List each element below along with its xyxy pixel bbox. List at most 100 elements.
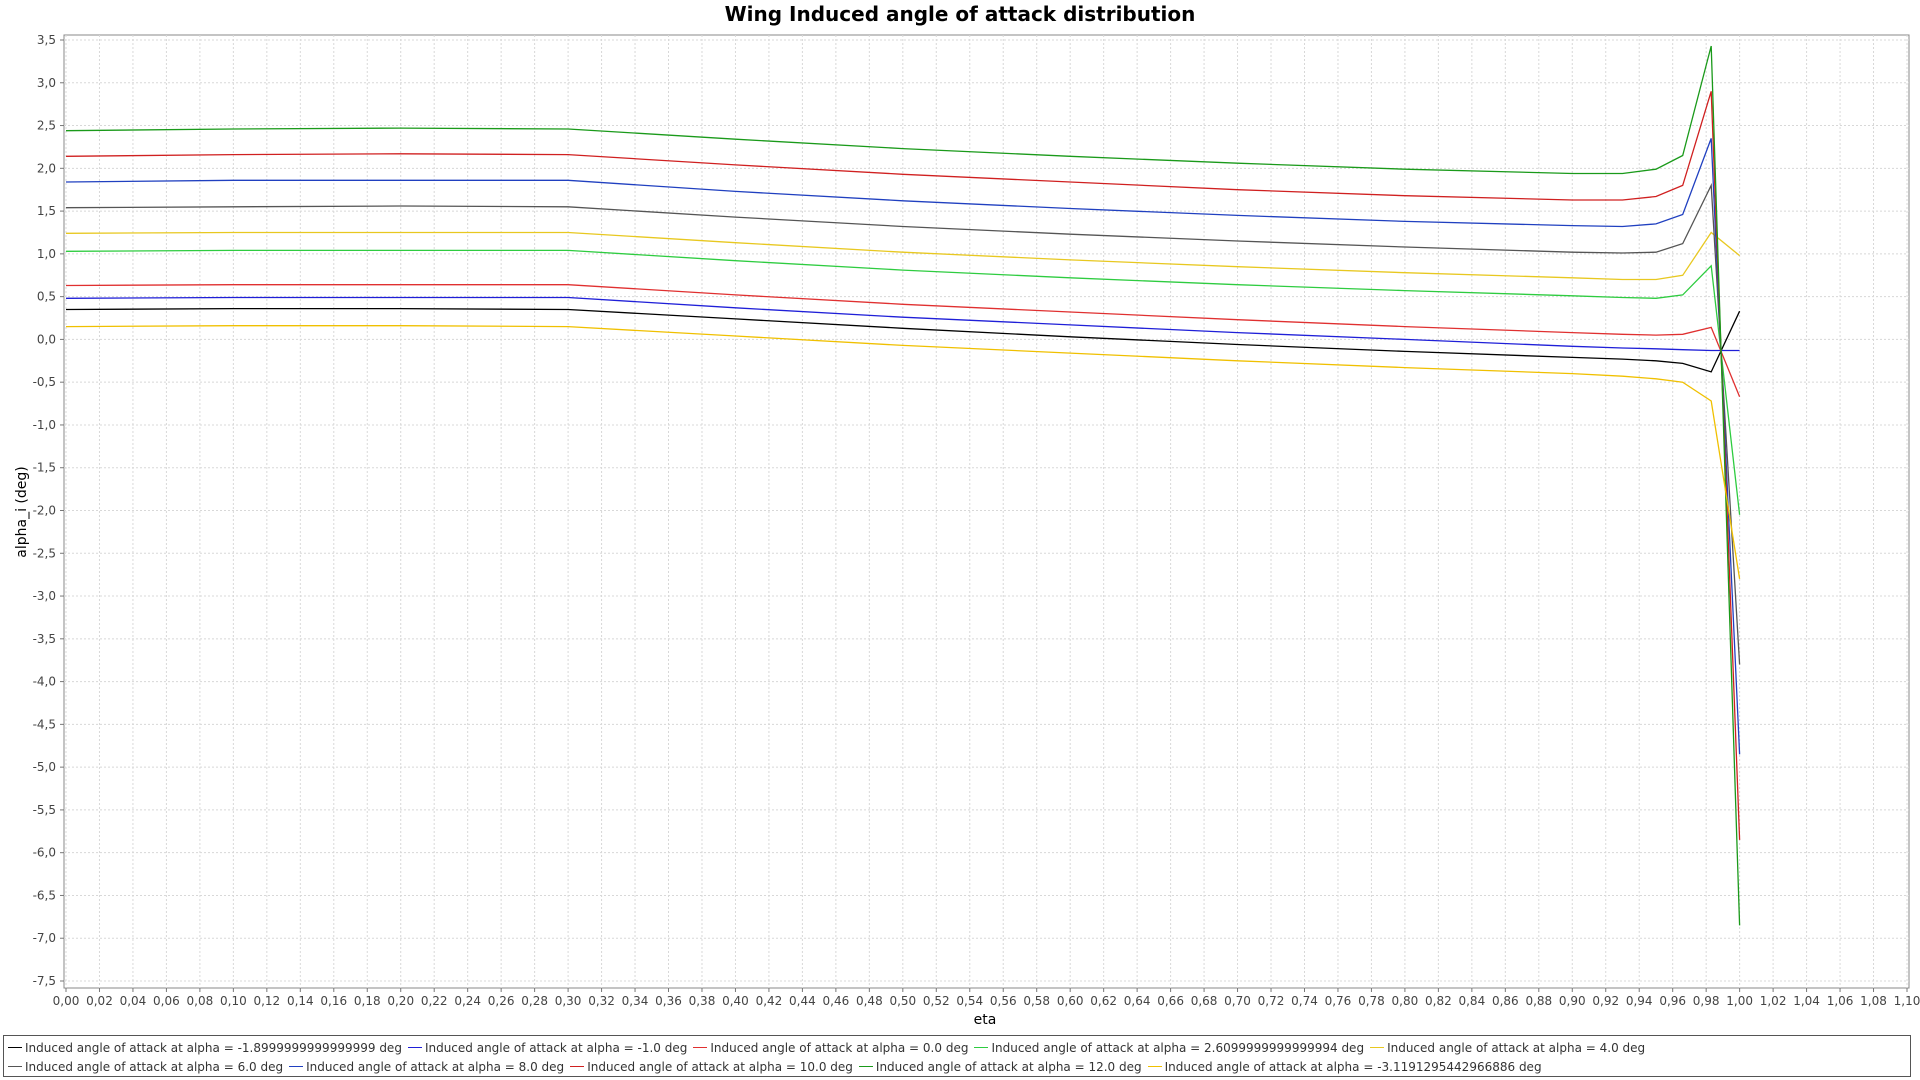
x-tick-label: 0,72 <box>1258 994 1285 1008</box>
legend-label: Induced angle of attack at alpha = -1.89… <box>25 1040 402 1055</box>
x-tick-label: 0,04 <box>120 994 147 1008</box>
x-tick-label: 0,76 <box>1325 994 1352 1008</box>
series-line-2 <box>65 284 1741 397</box>
legend-swatch <box>289 1066 304 1067</box>
x-tick-label: 1,04 <box>1793 994 1820 1008</box>
x-tick-label: 0,46 <box>823 994 850 1008</box>
y-tick-label: 3,0 <box>37 76 56 90</box>
x-tick-label: 0,18 <box>354 994 381 1008</box>
x-tick-label: 0,98 <box>1693 994 1720 1008</box>
legend-item-9: Induced angle of attack at alpha = -3.11… <box>1147 1057 1542 1076</box>
x-tick-label: 0,56 <box>990 994 1017 1008</box>
plot-area <box>63 34 1910 989</box>
legend-label: Induced angle of attack at alpha = -1.0 … <box>424 1040 688 1055</box>
legend-swatch <box>1370 1047 1385 1048</box>
x-tick-label: 0,32 <box>588 994 615 1008</box>
legend-swatch <box>407 1047 422 1048</box>
legend-label: Induced angle of attack at alpha = 4.0 d… <box>1387 1040 1646 1055</box>
legend-item-8: Induced angle of attack at alpha = 12.0 … <box>858 1057 1142 1076</box>
x-tick-label: 0,30 <box>555 994 582 1008</box>
x-tick-label: 0,84 <box>1458 994 1485 1008</box>
x-tick-label: 0,62 <box>1090 994 1117 1008</box>
y-tick-label: -5,5 <box>33 803 56 817</box>
y-tick-label: -5,0 <box>33 760 56 774</box>
x-axis-ticks: 0,00 0,02 0,04 0,06 0,08 0,10 0,12 0,14 0,16 0,18… <box>53 988 1920 1008</box>
y-tick-label: -4,0 <box>33 675 56 689</box>
legend-label: Induced angle of attack at alpha = 8.0 d… <box>306 1059 565 1074</box>
legend-swatch <box>8 1047 22 1048</box>
x-tick-label: 0,86 <box>1492 994 1519 1008</box>
series-line-7 <box>65 91 1741 840</box>
x-tick-label: 0,96 <box>1659 994 1686 1008</box>
legend-item-6: Induced angle of attack at alpha = 8.0 d… <box>289 1057 564 1076</box>
y-tick-label: -2,0 <box>33 504 56 518</box>
x-tick-label: 0,12 <box>253 994 280 1008</box>
legend-item-0: Induced angle of attack at alpha = -1.89… <box>8 1038 402 1057</box>
y-tick-label: -3,5 <box>33 632 56 646</box>
x-tick-label: 0,88 <box>1525 994 1552 1008</box>
y-tick-label: -1,0 <box>33 418 56 432</box>
legend-label: Induced angle of attack at alpha = 2.609… <box>991 1040 1365 1055</box>
y-axis-label: alpha_i (deg) <box>14 466 30 557</box>
x-tick-label: 0,26 <box>488 994 515 1008</box>
x-tick-label: 0,70 <box>1224 994 1251 1008</box>
x-tick-label: 0,60 <box>1057 994 1084 1008</box>
y-tick-label: -6,0 <box>33 846 56 860</box>
series-line-0 <box>65 307 1741 373</box>
chart-legend: Induced angle of attack at alpha = -1.89… <box>3 1035 1911 1077</box>
x-tick-label: 0,16 <box>320 994 347 1008</box>
legend-label: Induced angle of attack at alpha = 12.0 … <box>875 1059 1142 1074</box>
x-tick-label: 1,00 <box>1726 994 1753 1008</box>
series-line-8 <box>65 45 1741 926</box>
x-tick-label: 0,52 <box>923 994 950 1008</box>
x-tick-label: 0,14 <box>287 994 314 1008</box>
x-tick-label: 0,68 <box>1191 994 1218 1008</box>
series-line-6 <box>65 138 1741 755</box>
x-tick-label: 0,10 <box>220 994 247 1008</box>
legend-swatch <box>693 1047 708 1048</box>
y-tick-label: -6,5 <box>33 888 56 902</box>
legend-item-3: Induced angle of attack at alpha = 2.609… <box>974 1038 1364 1057</box>
x-tick-label: 1,08 <box>1860 994 1887 1008</box>
x-tick-label: 1,02 <box>1760 994 1787 1008</box>
x-tick-label: 0,94 <box>1626 994 1653 1008</box>
x-tick-label: 0,66 <box>1157 994 1184 1008</box>
x-tick-label: 0,00 <box>53 994 80 1008</box>
x-tick-label: 0,82 <box>1425 994 1452 1008</box>
x-tick-label: 0,38 <box>689 994 716 1008</box>
x-tick-label: 0,74 <box>1291 994 1318 1008</box>
y-axis-ticks: 3,5 3,0 2,5 2,0 1,5 1,0 0,5 0,0 -0,5 -1,0 -1,5 -2,0… <box>33 33 64 988</box>
x-tick-label: 0,34 <box>622 994 649 1008</box>
series-line-9 <box>65 325 1741 580</box>
series-line-5 <box>65 182 1741 665</box>
y-tick-label: 0,5 <box>37 290 56 304</box>
x-tick-label: 0,36 <box>655 994 682 1008</box>
x-axis-label: eta <box>974 1012 997 1028</box>
x-tick-label: 0,22 <box>421 994 448 1008</box>
legend-item-2: Induced angle of attack at alpha = 0.0 d… <box>693 1038 968 1057</box>
x-tick-label: 0,78 <box>1358 994 1385 1008</box>
grid-lines <box>64 35 1909 988</box>
y-tick-label: -7,5 <box>33 974 56 988</box>
series-layer <box>65 45 1741 926</box>
y-tick-label: 2,5 <box>37 119 56 133</box>
legend-swatch <box>8 1066 22 1067</box>
x-tick-label: 1,06 <box>1827 994 1854 1008</box>
x-tick-label: 0,06 <box>153 994 180 1008</box>
x-tick-label: 0,50 <box>889 994 916 1008</box>
x-tick-label: 0,02 <box>86 994 113 1008</box>
y-tick-label: 1,0 <box>37 247 56 261</box>
legend-label: Induced angle of attack at alpha = 10.0 … <box>587 1059 853 1074</box>
chart-title: Wing Induced angle of attack distributio… <box>725 2 1196 26</box>
legend-label: Induced angle of attack at alpha = 0.0 d… <box>710 1040 969 1055</box>
legend-item-5: Induced angle of attack at alpha = 6.0 d… <box>8 1057 283 1076</box>
legend-swatch <box>1147 1066 1162 1067</box>
x-tick-label: 0,92 <box>1592 994 1619 1008</box>
legend-item-4: Induced angle of attack at alpha = 4.0 d… <box>1370 1038 1645 1057</box>
legend-swatch <box>858 1066 873 1067</box>
y-tick-label: 3,5 <box>37 33 56 47</box>
legend-label: Induced angle of attack at alpha = 6.0 d… <box>25 1059 284 1074</box>
legend-item-1: Induced angle of attack at alpha = -1.0 … <box>407 1038 688 1057</box>
series-line-1 <box>65 296 1740 352</box>
